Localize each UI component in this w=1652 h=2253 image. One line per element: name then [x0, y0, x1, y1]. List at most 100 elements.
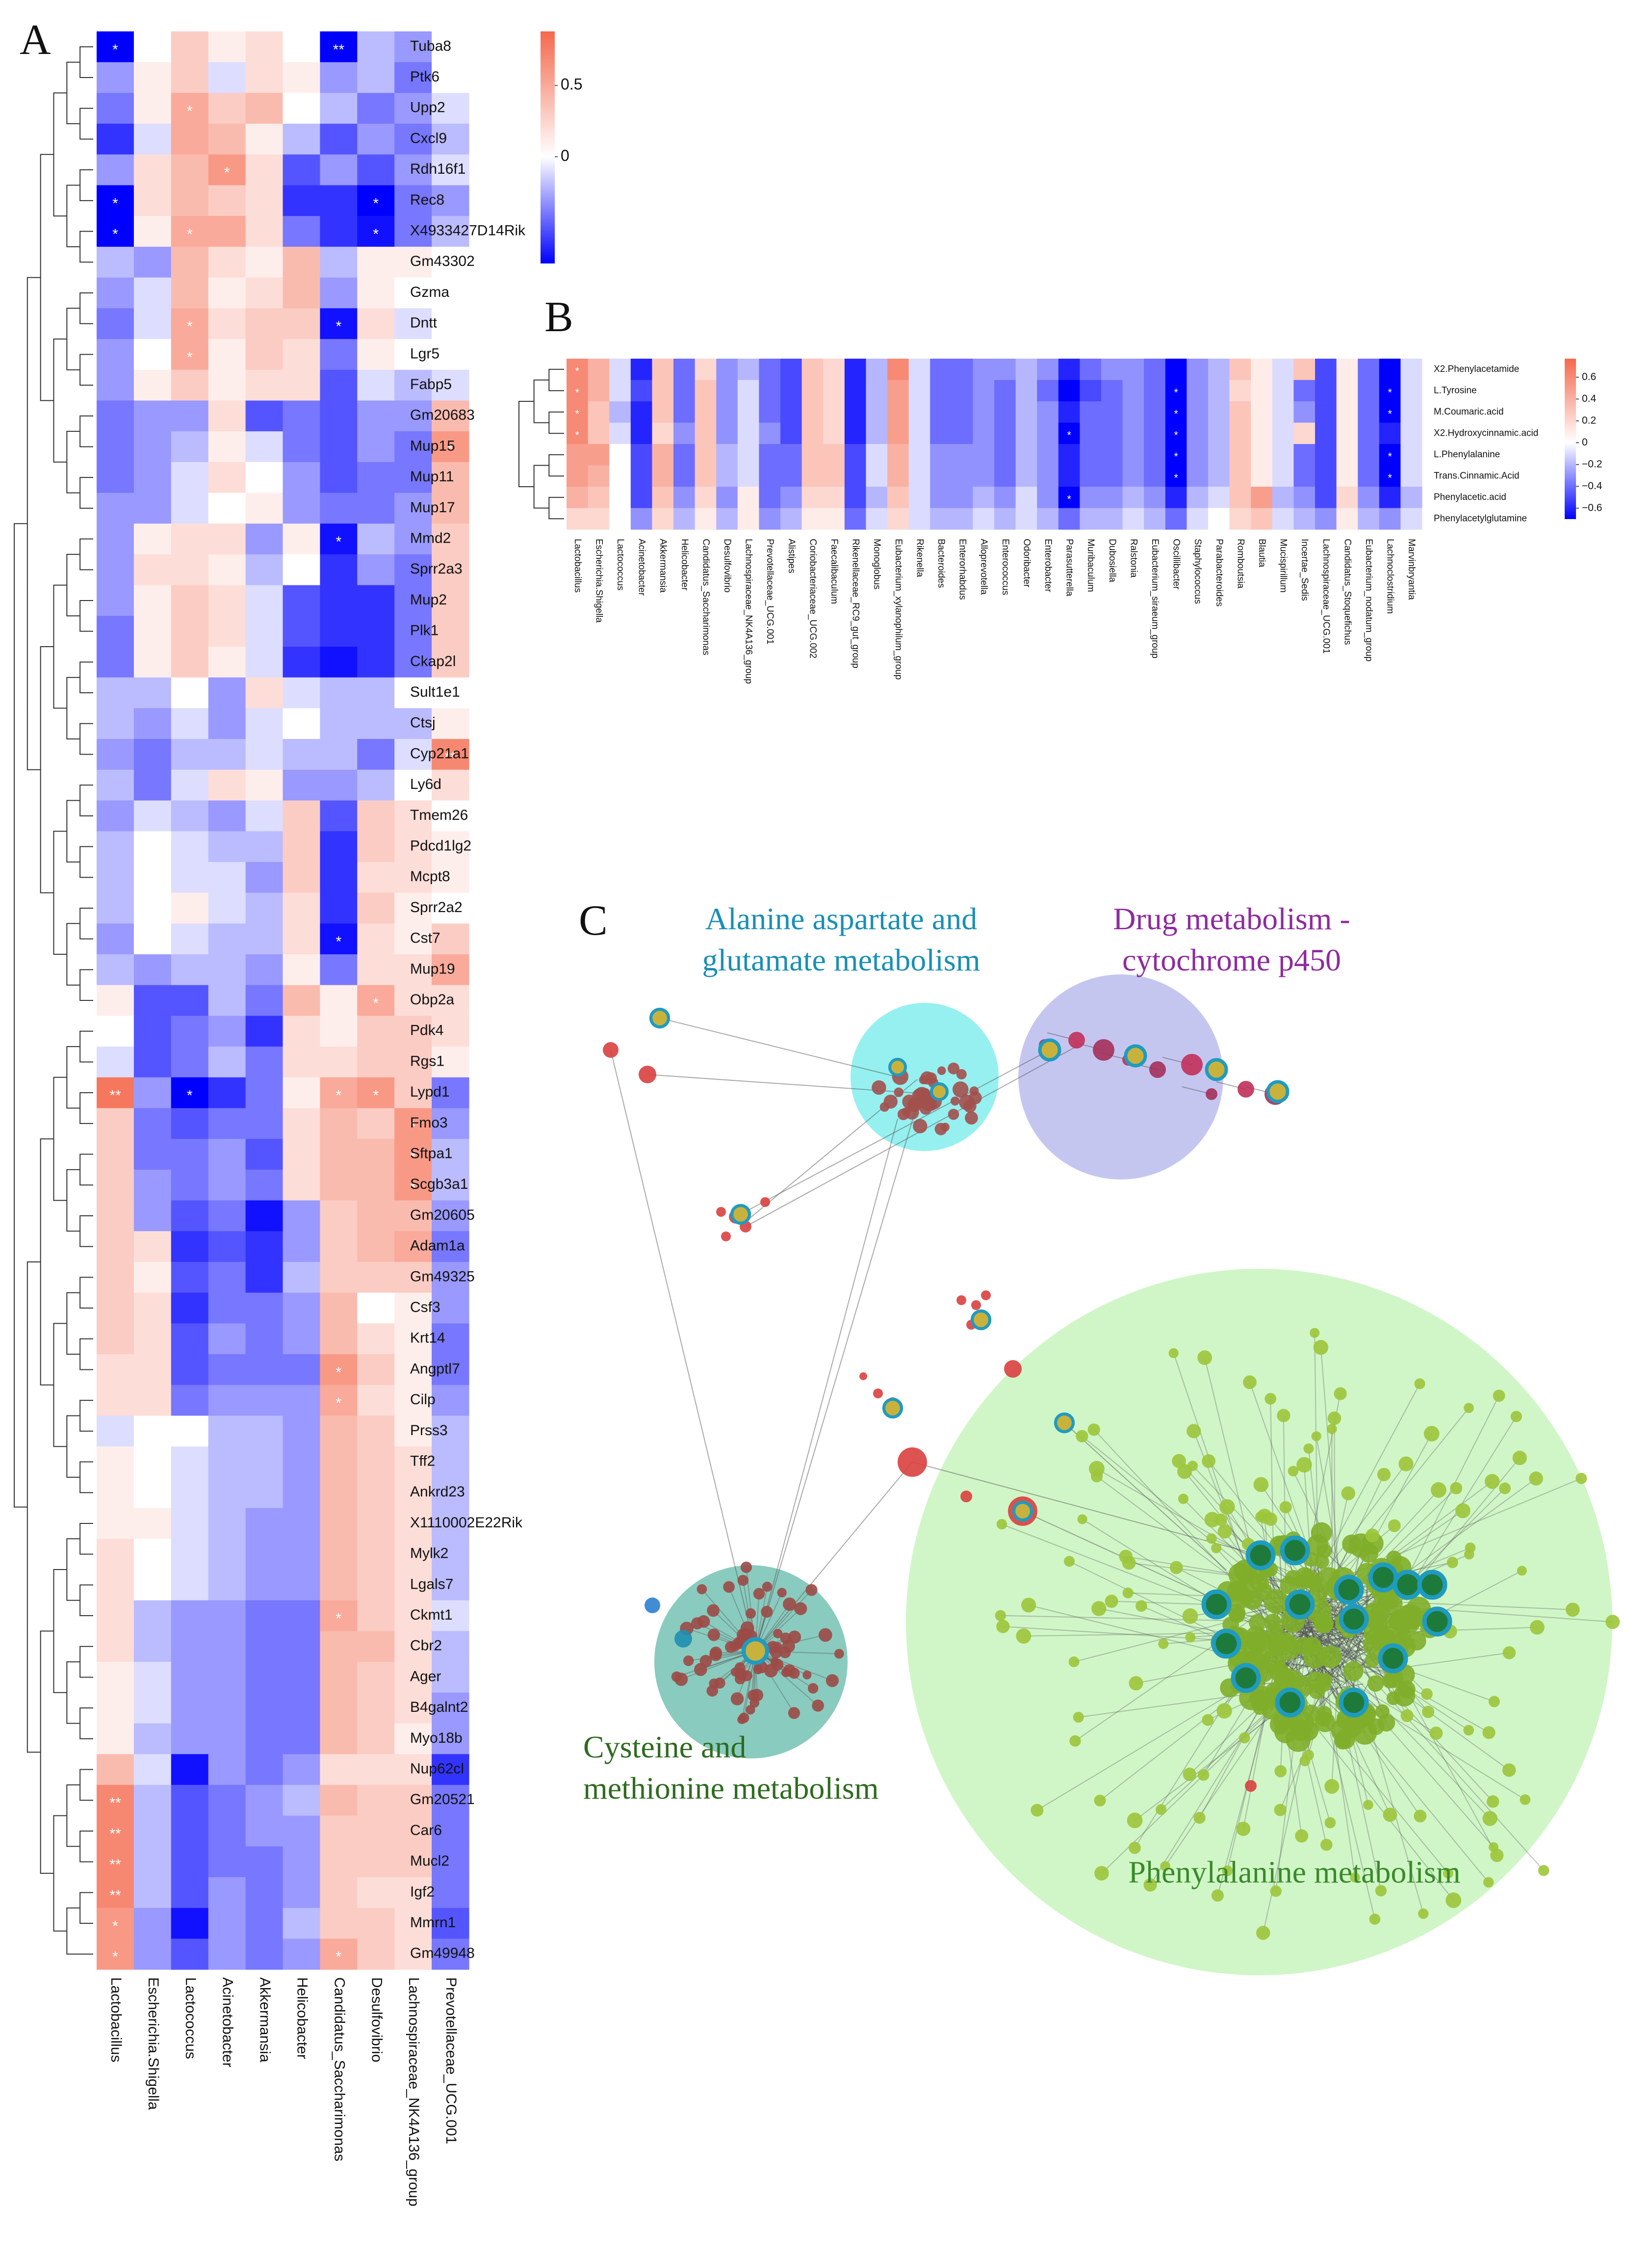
heat-cell: [394, 1662, 432, 1693]
heat-cell: [171, 1692, 209, 1724]
heat-cell: [609, 508, 631, 530]
heat-cell: [887, 359, 909, 381]
row-label: Upp2: [410, 100, 445, 116]
network-edge: [1337, 1674, 1437, 1734]
heat-cell: [245, 1508, 284, 1539]
heat-cell: [208, 677, 246, 708]
heat-cell: [133, 1846, 172, 1878]
row-label: Cst7: [410, 930, 440, 946]
heat-cell: [208, 800, 246, 832]
column-label: Acinetobacter: [220, 1977, 236, 2067]
heat-cell: [97, 1631, 134, 1662]
heat-cell: [97, 739, 134, 770]
cluster-label: methionine metabolism: [583, 1771, 879, 1806]
column-label: Helicobacter: [679, 539, 690, 591]
network-node: [1369, 1913, 1381, 1925]
network-node: [788, 1707, 800, 1719]
heat-cell: [1379, 359, 1401, 381]
heat-cell: [887, 487, 909, 509]
heat-cell: [320, 1292, 358, 1324]
network-node: [739, 1712, 749, 1723]
heat-cell: [97, 862, 134, 893]
network-node: [1128, 1841, 1141, 1854]
heat-cell: [357, 1908, 395, 1939]
network-edge: [755, 1462, 913, 1651]
heat-cell: [171, 1508, 209, 1539]
heat-cell: [432, 1385, 469, 1416]
column-label: Coriobacteriaceae_UCG.002: [807, 539, 818, 658]
heat-cell: [908, 422, 930, 445]
significance-star: *: [1174, 429, 1178, 441]
network-node: [1094, 1794, 1106, 1807]
heat-cell: [1187, 359, 1209, 381]
heat-cell: [97, 277, 134, 309]
row-label: Gzma: [410, 284, 449, 300]
network-node: [1529, 1471, 1543, 1486]
network-node: [1510, 1411, 1522, 1422]
hub-node: [1201, 1589, 1232, 1620]
heat-cell: [1187, 444, 1209, 466]
colorbar-tick-label: −0.4: [1582, 480, 1602, 492]
row-label: Car6: [410, 1822, 442, 1838]
heat-cell: [283, 1354, 320, 1386]
heat-cell: [320, 1877, 358, 1909]
heat-cell: [97, 1354, 134, 1386]
network-node: [948, 1108, 959, 1120]
column-label: Eubacterium_xylanophilum_group: [893, 539, 903, 680]
heat-cell: [320, 216, 358, 247]
heat-cell: [1400, 359, 1422, 381]
heat-cell: [171, 616, 209, 647]
heat-cell: [994, 508, 1016, 530]
hub-node: [1339, 1604, 1369, 1634]
heat-cell: [208, 154, 246, 186]
network-edge: [735, 1049, 1050, 1217]
heat-cell: [320, 1631, 358, 1662]
heat-cell: [283, 462, 320, 494]
heat-cell: [171, 1047, 209, 1078]
heat-cell: [1037, 508, 1059, 530]
heat-cell: [1358, 444, 1380, 466]
heat-cell: [97, 1815, 134, 1847]
significance-star: *: [187, 226, 193, 242]
heat-cell: [695, 401, 717, 423]
heat-cell: [673, 401, 696, 423]
network-edge: [1334, 1418, 1336, 1657]
heat-cell: [357, 1108, 395, 1139]
heat-cell: [1058, 487, 1080, 509]
network-node: [1119, 1549, 1133, 1564]
heat-cell: [320, 1415, 358, 1447]
heat-cell: [759, 465, 781, 487]
column-label: Lactobacillus: [572, 539, 583, 593]
heat-cell: [320, 62, 358, 93]
heat-cell: [171, 1877, 209, 1909]
column-label: Lachnospiraceae_NK4A136_group: [744, 539, 754, 684]
cluster-label: Cysteine and: [583, 1729, 746, 1764]
significance-star: *: [336, 318, 342, 335]
heat-cell: [394, 1570, 432, 1601]
heat-cell: [133, 400, 172, 432]
row-label: Adam1a: [410, 1238, 465, 1254]
heat-cell: [320, 1846, 358, 1878]
heat-cell: [283, 1631, 320, 1662]
heat-cell: [737, 487, 759, 509]
heat-cell: [208, 954, 246, 986]
heat-cell: [97, 400, 134, 432]
heat-cell: [801, 444, 824, 466]
network-node: [1418, 1908, 1429, 1919]
heat-cell: [320, 1262, 358, 1293]
heat-cell: [245, 1200, 284, 1231]
heat-cell: [588, 444, 610, 466]
heat-cell: [394, 1784, 432, 1816]
network-node: [1400, 1709, 1414, 1722]
heat-cell: [394, 339, 432, 370]
heat-cell: [1229, 359, 1251, 381]
network-node: [782, 1640, 795, 1653]
heat-cell: [1272, 401, 1294, 423]
network-node: [1263, 1692, 1278, 1707]
heat-cell: [283, 1108, 320, 1139]
heat-cell: [1080, 487, 1102, 509]
network-node: [1185, 1632, 1196, 1643]
heat-cell: [780, 401, 802, 423]
heat-cell: [245, 985, 284, 1016]
heat-cell: [171, 985, 209, 1016]
